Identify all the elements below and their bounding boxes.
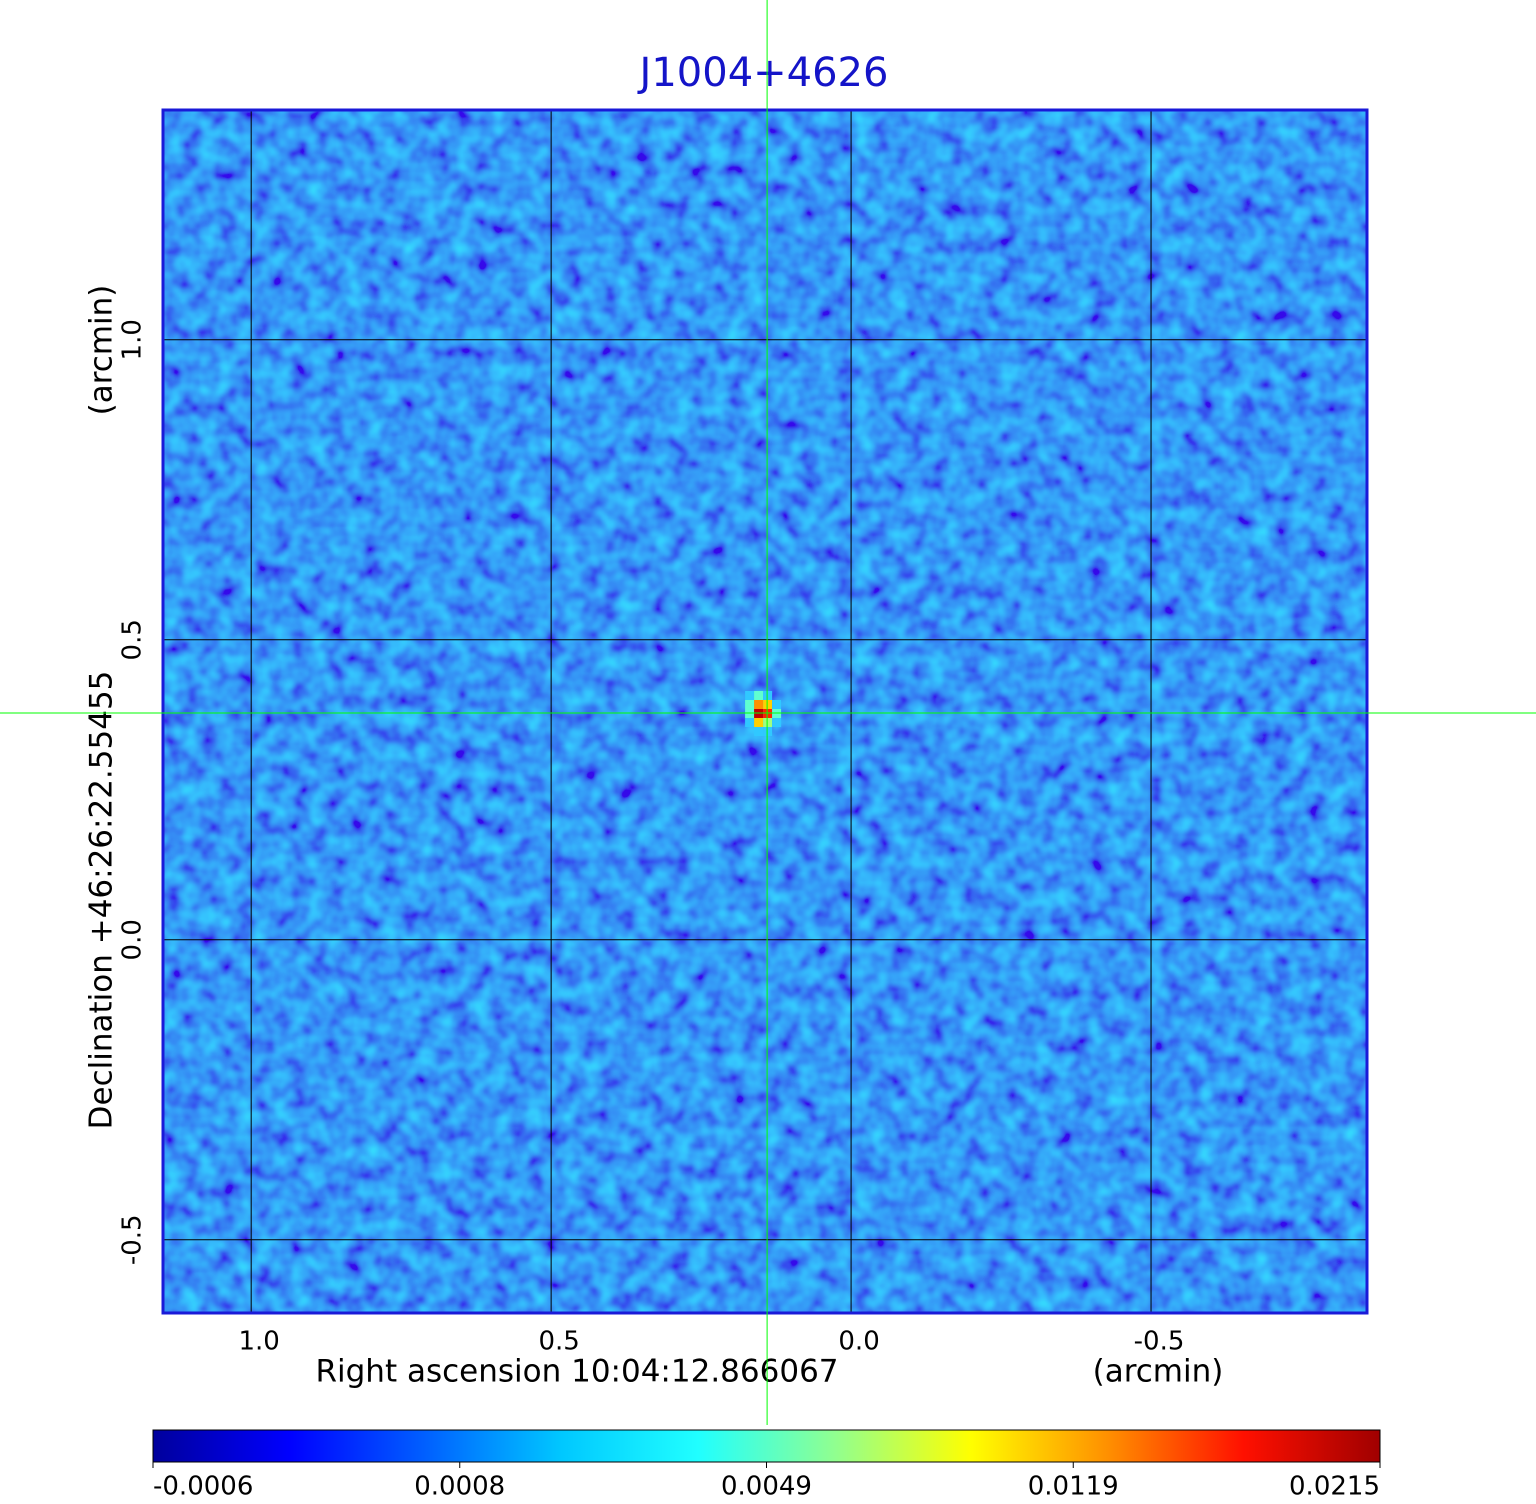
x-axis-label: Right ascension 10:04:12.866067 — [315, 1354, 838, 1390]
source-pixel — [754, 700, 764, 709]
y-axis-unit: (arcmin) — [84, 285, 120, 416]
chart-title: J1004+4626 — [637, 50, 889, 96]
source-pixel — [772, 700, 782, 709]
y-tick-label: 0.5 — [118, 619, 148, 660]
plot-frame — [161, 108, 1369, 1315]
source-pixel — [754, 727, 764, 736]
y-tick-label: -0.5 — [118, 1214, 148, 1265]
source-pixel — [745, 718, 755, 727]
colorbar-tick-label: 0.0215 — [1289, 1472, 1380, 1501]
x-axis-unit: (arcmin) — [1093, 1354, 1224, 1390]
source-pixel — [745, 691, 755, 700]
y-tick-label: 0.0 — [118, 919, 148, 960]
source-pixel — [754, 718, 764, 727]
x-tick-label: 0.0 — [838, 1327, 879, 1357]
source-pixel — [754, 691, 764, 700]
y-tick-label: 1.0 — [118, 319, 148, 360]
source-pixel — [745, 700, 755, 709]
x-tick-label: 1.0 — [239, 1327, 280, 1357]
colorbar — [152, 1429, 1381, 1463]
y-axis-label: Declination +46:26:22.55455 — [84, 671, 120, 1130]
colorbar-tick-label: -0.0006 — [153, 1472, 253, 1501]
colorbar-tick-label: 0.0119 — [1028, 1472, 1119, 1501]
colorbar-tick-label: 0.0049 — [721, 1472, 812, 1501]
x-tick-label: -0.5 — [1134, 1327, 1185, 1357]
source-pixel — [772, 718, 782, 727]
colorbar-tick-label: 0.0008 — [414, 1472, 505, 1501]
x-tick-label: 0.5 — [538, 1327, 579, 1357]
